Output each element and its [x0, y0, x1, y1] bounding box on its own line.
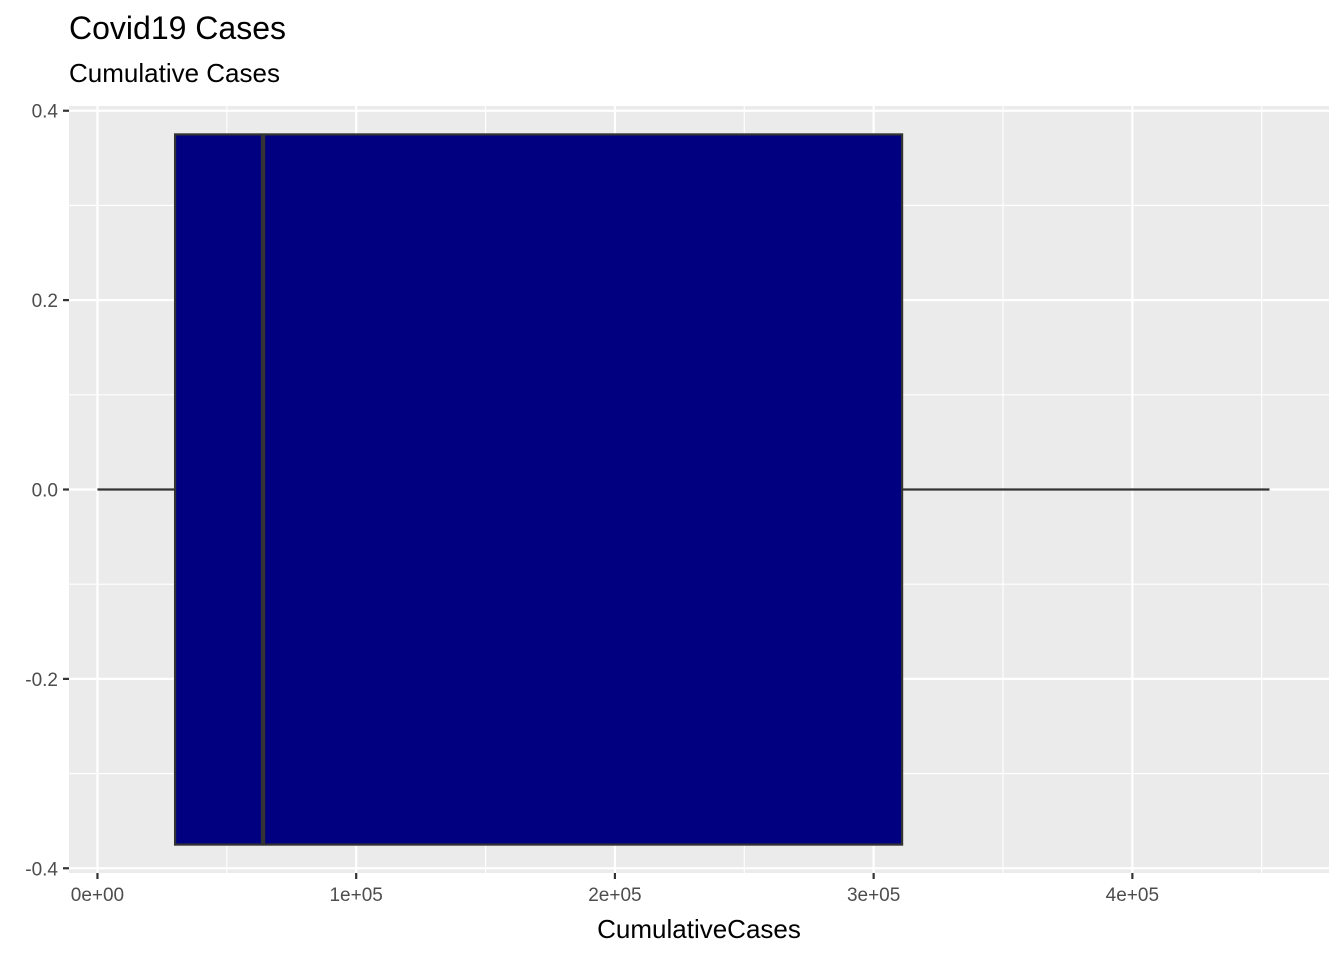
chart-title: Covid19 Cases — [69, 10, 286, 46]
y-tick-label: -0.4 — [25, 859, 58, 880]
x-tick-label: 0e+00 — [71, 885, 124, 906]
x-axis: 0e+00 1e+05 2e+05 3e+05 4e+05 — [71, 873, 1159, 906]
y-tick-label: 0.0 — [32, 481, 58, 502]
x-tick-label: 2e+05 — [588, 885, 641, 906]
x-tick-label: 3e+05 — [847, 885, 900, 906]
chart-subtitle: Cumulative Cases — [69, 58, 280, 88]
x-tick-label: 1e+05 — [329, 885, 382, 906]
y-tick-label: 0.2 — [32, 291, 58, 312]
box-layer — [97, 133, 1270, 846]
y-tick-label: 0.4 — [32, 102, 59, 123]
y-tick-label: -0.2 — [25, 670, 58, 691]
x-axis-title: CumulativeCases — [597, 914, 801, 944]
x-tick-label: 4e+05 — [1106, 885, 1159, 906]
y-axis: -0.4 -0.2 0.0 0.2 0.4 — [25, 102, 69, 880]
interquartile-box — [173, 133, 904, 846]
